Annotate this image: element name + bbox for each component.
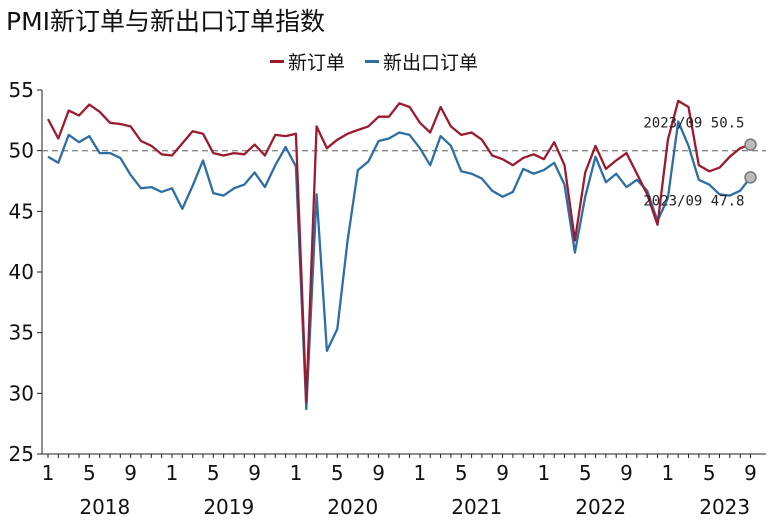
x-year-label: 2023 xyxy=(699,495,750,519)
chart-title: PMI新订单与新出口订单指数 xyxy=(6,7,326,36)
annotation-layer: 2023/09 50.5 2023/09 47.8 xyxy=(643,116,757,209)
annotation-label: 2023/09 50.5 xyxy=(643,116,744,132)
legend-swatch-new-orders xyxy=(270,60,284,63)
y-tick-label: 35 xyxy=(9,321,34,345)
annotation-label: 2023/09 47.8 xyxy=(643,193,744,209)
series-layer xyxy=(46,99,752,411)
x-tick-label: 9 xyxy=(496,461,509,485)
x-year-label: 2022 xyxy=(575,495,626,519)
legend-item-new-export-orders: 新出口订单 xyxy=(365,48,478,75)
x-tick-label: 1 xyxy=(538,461,551,485)
x-tick-label: 9 xyxy=(744,461,757,485)
legend-swatch-new-export-orders xyxy=(365,60,380,63)
x-tick-label: 1 xyxy=(290,461,303,485)
chart-legend: 新订单 新出口订单 xyxy=(270,48,478,75)
x-tick-label: 5 xyxy=(455,461,468,485)
y-tick-label: 40 xyxy=(9,260,34,284)
y-tick-label: 50 xyxy=(9,139,34,163)
y-tick-label: 45 xyxy=(9,199,34,223)
x-axis: 1 5 9 1 5 9 1 5 9 1 5 9 1 5 9 1 5 9 2018 2019 2020 2021 2022 20… xyxy=(42,453,766,519)
x-tick-label: 5 xyxy=(83,461,96,485)
series-line-new-export-orders xyxy=(47,120,752,411)
series-line-new-orders xyxy=(46,99,751,403)
x-tick-label: 9 xyxy=(372,461,385,485)
x-tick-label: 9 xyxy=(248,461,261,485)
x-tick-label: 1 xyxy=(661,461,674,485)
x-tick-label: 1 xyxy=(414,461,427,485)
x-tick-label: 9 xyxy=(620,461,633,485)
annotation-marker xyxy=(744,171,757,184)
x-tick-label: 1 xyxy=(42,461,55,485)
legend-label-new-orders: 新订单 xyxy=(288,52,346,74)
x-tick-label: 1 xyxy=(166,461,179,485)
y-tick-label: 55 xyxy=(9,78,34,102)
x-year-label: 2018 xyxy=(79,495,130,519)
legend-item-new-orders: 新订单 xyxy=(270,48,345,75)
x-tick-label: 5 xyxy=(703,461,716,485)
y-tick-label: 30 xyxy=(9,381,34,405)
x-year-label: 2021 xyxy=(451,495,502,519)
annotation-marker xyxy=(744,138,757,151)
x-tick-label: 5 xyxy=(579,461,592,485)
y-axis: 25 30 35 40 45 50 55 xyxy=(9,78,43,466)
x-tick-label: 5 xyxy=(331,461,344,485)
y-tick-label: 25 xyxy=(9,442,34,466)
x-tick-label: 9 xyxy=(124,461,137,485)
legend-label-new-export-orders: 新出口订单 xyxy=(383,52,479,74)
x-tick-label: 5 xyxy=(207,461,220,485)
x-year-label: 2019 xyxy=(203,495,254,519)
x-year-label: 2020 xyxy=(327,495,378,519)
